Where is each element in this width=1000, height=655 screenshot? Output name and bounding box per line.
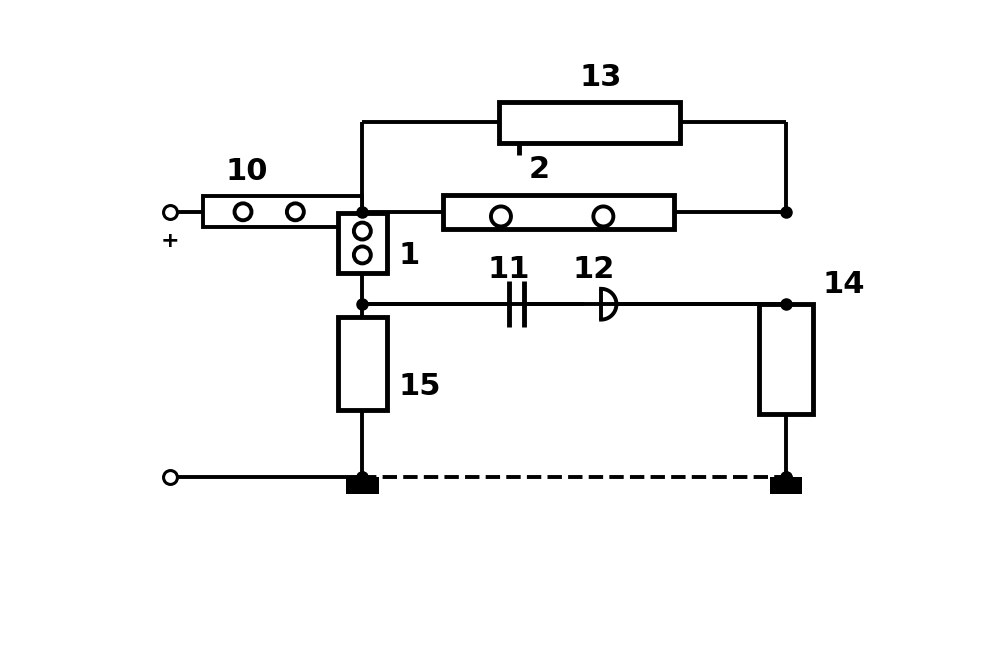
Bar [203,196,362,227]
Circle shape [491,206,511,227]
Circle shape [235,203,251,220]
Circle shape [593,206,613,227]
Text: +: + [161,231,179,251]
Text: 2: 2 [529,155,550,184]
Bar [443,195,674,229]
Bar [338,214,387,273]
Circle shape [354,246,371,263]
Text: 10: 10 [226,157,268,187]
Text: 11: 11 [487,255,530,284]
Circle shape [354,223,371,240]
Bar [759,304,813,413]
Text: 1: 1 [399,241,420,271]
Bar [770,477,802,494]
Text: 13: 13 [580,63,622,92]
Text: 12: 12 [572,255,615,284]
Text: 15: 15 [399,372,441,401]
Text: 14: 14 [822,270,865,299]
Bar [346,477,379,494]
Circle shape [287,203,304,220]
Bar [499,102,680,143]
Bar [338,316,387,411]
